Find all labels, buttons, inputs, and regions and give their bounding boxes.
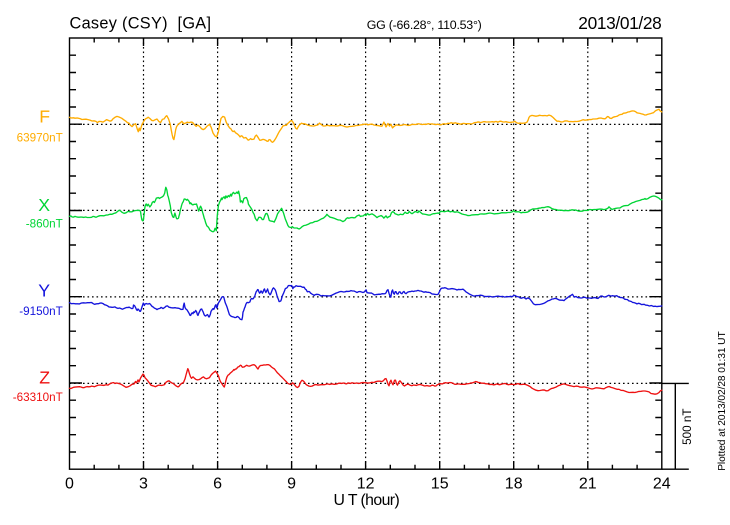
svg-text:9: 9 bbox=[287, 476, 296, 493]
svg-text:2013/01/28: 2013/01/28 bbox=[578, 13, 662, 33]
svg-text:-860nT: -860nT bbox=[26, 217, 63, 230]
svg-text:Plotted at 2013/02/28 01:31 UT: Plotted at 2013/02/28 01:31 UT bbox=[717, 331, 728, 471]
svg-text:-9150nT: -9150nT bbox=[19, 305, 63, 318]
svg-text:18: 18 bbox=[505, 476, 523, 493]
svg-text:24: 24 bbox=[653, 476, 671, 493]
svg-text:X: X bbox=[38, 195, 50, 215]
svg-text:Y: Y bbox=[38, 281, 50, 301]
svg-text:F: F bbox=[39, 107, 50, 127]
svg-text:63970nT: 63970nT bbox=[17, 132, 63, 145]
svg-text:U T (hour): U T (hour) bbox=[333, 492, 399, 509]
svg-text:3: 3 bbox=[139, 476, 148, 493]
svg-text:-63310nT: -63310nT bbox=[13, 391, 63, 404]
svg-text:15: 15 bbox=[431, 476, 449, 493]
svg-text:500 nT: 500 nT bbox=[681, 409, 694, 445]
svg-text:6: 6 bbox=[213, 476, 222, 493]
svg-text:GG (-66.28°, 110.53°): GG (-66.28°, 110.53°) bbox=[367, 18, 482, 32]
svg-text:21: 21 bbox=[579, 476, 597, 493]
svg-text:Z: Z bbox=[39, 368, 50, 388]
svg-text:12: 12 bbox=[357, 476, 375, 493]
svg-text:0: 0 bbox=[65, 476, 74, 493]
svg-text:Casey (CSY) [GA]: Casey (CSY) [GA] bbox=[70, 15, 212, 33]
